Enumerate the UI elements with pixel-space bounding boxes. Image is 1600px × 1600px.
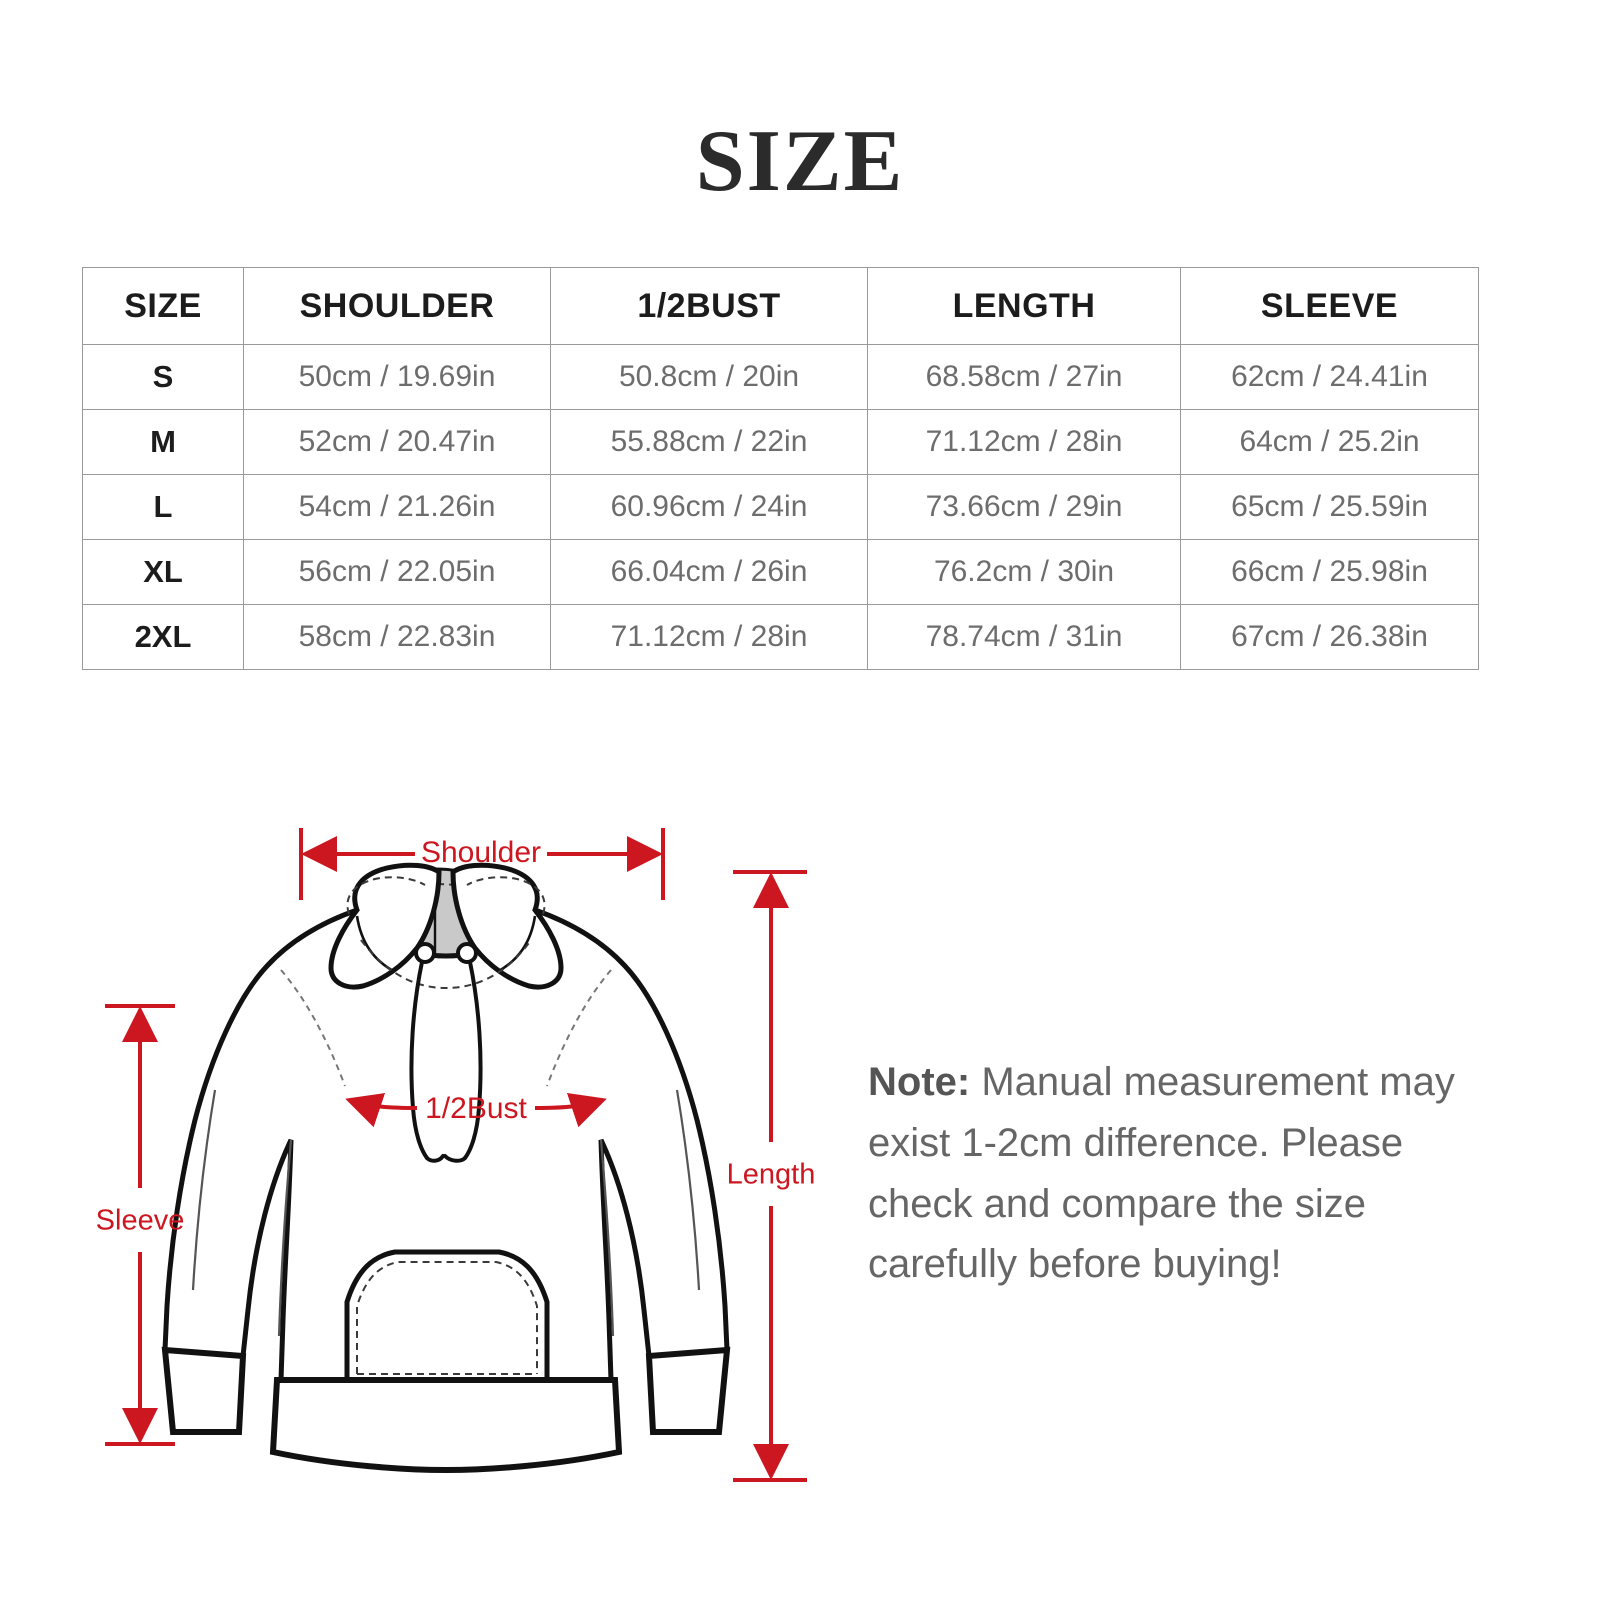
page-title: SIZE bbox=[695, 113, 905, 210]
bust-label: 1/2Bust bbox=[425, 1092, 527, 1125]
cuff-right bbox=[645, 1346, 731, 1435]
hoodie-illustration: Shoulder 1/2Bust Length Sleeve bbox=[96, 828, 816, 1482]
column-header-shoulder: SHOULDER bbox=[243, 267, 551, 345]
column-header-length: LENGTH bbox=[867, 267, 1181, 345]
table-row: S 50cm / 19.69in 50.8cm / 20in 68.58cm /… bbox=[82, 344, 1479, 410]
table-row: M 52cm / 20.47in 55.88cm / 22in 71.12cm … bbox=[82, 409, 1479, 475]
cell-shoulder: 50cm / 19.69in bbox=[243, 344, 551, 410]
cuff-left bbox=[161, 1346, 247, 1435]
kangaroo-pocket bbox=[344, 1249, 550, 1383]
hood-stitch-right bbox=[466, 876, 546, 915]
drawstring-left-tip bbox=[425, 1154, 445, 1163]
cell-size: L bbox=[82, 474, 244, 540]
size-chart-table: SIZE SHOULDER 1/2BUST LENGTH SLEEVE S 50… bbox=[82, 267, 1479, 670]
cell-sleeve: 64cm / 25.2in bbox=[1180, 409, 1479, 475]
cell-bust: 71.12cm / 28in bbox=[550, 604, 868, 670]
drawstring-grommet-right bbox=[456, 942, 478, 964]
pocket-stitch bbox=[356, 1261, 538, 1374]
cell-length: 68.58cm / 27in bbox=[867, 344, 1181, 410]
sleeve-fold-left-b bbox=[191, 1089, 217, 1291]
cell-shoulder: 56cm / 22.05in bbox=[243, 539, 551, 605]
measurement-diagram: Shoulder 1/2Bust Length Sleeve bbox=[0, 790, 1600, 1530]
sleeve-fold-right-b bbox=[675, 1089, 701, 1291]
drawstring-right bbox=[463, 960, 483, 1160]
cell-sleeve: 66cm / 25.98in bbox=[1180, 539, 1479, 605]
cell-size: XL bbox=[82, 539, 244, 605]
measure-length: Length bbox=[727, 870, 816, 1482]
cell-bust: 50.8cm / 20in bbox=[550, 344, 868, 410]
collar-stitch bbox=[360, 939, 532, 990]
table-row: 2XL 58cm / 22.83in 71.12cm / 28in 78.74c… bbox=[82, 604, 1479, 670]
drawstring-right-tip bbox=[443, 1154, 467, 1163]
measure-bust: 1/2Bust bbox=[345, 1092, 607, 1128]
bust-arrow-right-segment bbox=[534, 1093, 607, 1128]
note-body-text: Manual measurement may exist 1-2cm diffe… bbox=[868, 1060, 1455, 1287]
cell-bust: 60.96cm / 24in bbox=[550, 474, 868, 540]
table-header-row: SIZE SHOULDER 1/2BUST LENGTH SLEEVE bbox=[82, 267, 1479, 345]
measure-sleeve: Sleeve bbox=[96, 1004, 185, 1446]
measurement-note: Note: Manual measurement may exist 1-2cm… bbox=[868, 1052, 1488, 1295]
length-label: Length bbox=[727, 1159, 816, 1191]
cell-bust: 55.88cm / 22in bbox=[550, 409, 868, 475]
sleeve-label: Sleeve bbox=[96, 1205, 185, 1237]
table-row: L 54cm / 21.26in 60.96cm / 24in 73.66cm … bbox=[82, 474, 1479, 540]
sleeve-fold-left-a bbox=[277, 1139, 293, 1337]
cell-shoulder: 54cm / 21.26in bbox=[243, 474, 551, 540]
hem-band bbox=[269, 1377, 623, 1474]
sleeve-fold-right-a bbox=[599, 1139, 615, 1337]
cell-sleeve: 65cm / 25.59in bbox=[1180, 474, 1479, 540]
cell-length: 76.2cm / 30in bbox=[867, 539, 1181, 605]
column-header-bust: 1/2BUST bbox=[550, 267, 868, 345]
drawstring-left bbox=[409, 960, 429, 1160]
cell-shoulder: 58cm / 22.83in bbox=[243, 604, 551, 670]
cell-size: S bbox=[82, 344, 244, 410]
cell-length: 78.74cm / 31in bbox=[867, 604, 1181, 670]
shoulder-seam-left bbox=[280, 969, 346, 1087]
size-chart-table-container: SIZE SHOULDER 1/2BUST LENGTH SLEEVE S 50… bbox=[82, 267, 1479, 670]
table-row: XL 56cm / 22.05in 66.04cm / 26in 76.2cm … bbox=[82, 539, 1479, 605]
drawstring-grommet-left bbox=[414, 942, 436, 964]
cell-bust: 66.04cm / 26in bbox=[550, 539, 868, 605]
measure-shoulder: Shoulder bbox=[299, 828, 665, 900]
hoodie-garment bbox=[161, 862, 731, 1474]
bust-arrow-left-segment bbox=[345, 1093, 418, 1128]
cell-length: 73.66cm / 29in bbox=[867, 474, 1181, 540]
column-header-sleeve: SLEEVE bbox=[1180, 267, 1479, 345]
cell-size: 2XL bbox=[82, 604, 244, 670]
shoulder-seam-right bbox=[546, 969, 612, 1087]
hood-stitch-left bbox=[346, 876, 426, 915]
shoulder-label: Shoulder bbox=[421, 836, 541, 869]
cell-sleeve: 67cm / 26.38in bbox=[1180, 604, 1479, 670]
cell-length: 71.12cm / 28in bbox=[867, 409, 1181, 475]
note-lead-label: Note: bbox=[868, 1060, 971, 1104]
cell-shoulder: 52cm / 20.47in bbox=[243, 409, 551, 475]
column-header-size: SIZE bbox=[82, 267, 244, 345]
cell-sleeve: 62cm / 24.41in bbox=[1180, 344, 1479, 410]
cell-size: M bbox=[82, 409, 244, 475]
